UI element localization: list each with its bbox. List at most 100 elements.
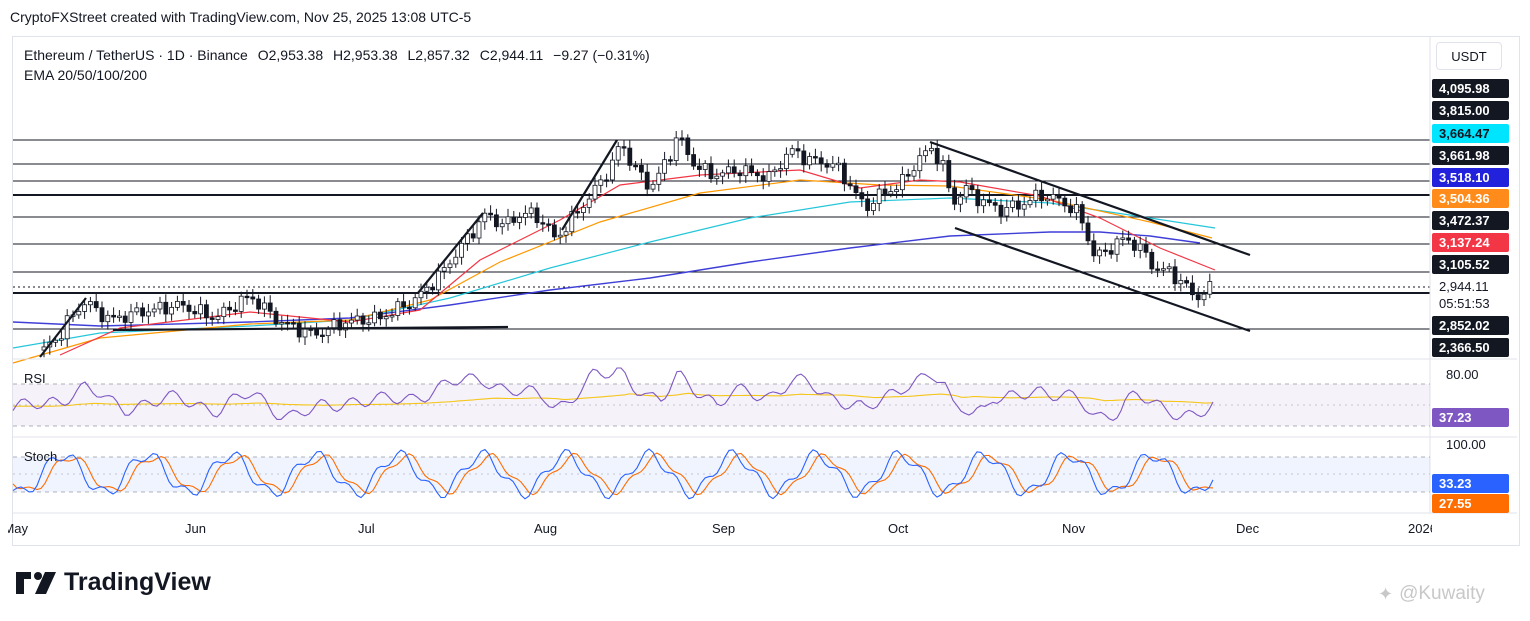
candle-body <box>644 171 650 190</box>
symbol-name[interactable]: Ethereum / TetherUS · 1D · Binance <box>24 47 248 63</box>
trendline <box>39 297 87 358</box>
candle-body <box>169 306 175 315</box>
candle-body <box>1068 205 1073 214</box>
candle-body <box>569 211 575 233</box>
ohlc-change: −9.27 (−0.31%) <box>553 47 650 63</box>
price-label: 3,137.24 <box>1432 233 1509 252</box>
candle-body <box>876 188 882 204</box>
candle-body <box>992 202 998 206</box>
candle-body <box>1091 240 1097 257</box>
chart-credit: CryptoFXStreet created with TradingView.… <box>10 9 472 25</box>
ema100-line <box>12 197 1216 349</box>
candle-body <box>88 301 93 306</box>
candle-body <box>598 179 604 186</box>
candle-body <box>726 166 731 174</box>
candle-body <box>180 301 186 306</box>
candle-body <box>244 295 250 299</box>
candle-body <box>1161 268 1166 271</box>
candle-body <box>1039 189 1044 202</box>
candle-body <box>99 307 105 323</box>
candle-body <box>1172 266 1178 285</box>
candle-body <box>59 338 64 341</box>
candle-body <box>610 159 615 181</box>
candle-body <box>186 304 192 312</box>
month-label: Aug <box>534 521 558 536</box>
candle-body <box>1027 200 1033 206</box>
candle-body <box>627 147 633 166</box>
candle-body <box>720 172 725 177</box>
candle-body <box>975 189 981 207</box>
candle-body <box>1120 237 1126 240</box>
candle-body <box>702 163 708 170</box>
candle-body <box>534 207 540 224</box>
candle-body <box>134 307 140 313</box>
candle-body <box>424 286 430 292</box>
candle-body <box>151 308 157 313</box>
candle-body <box>499 223 505 228</box>
candle-body <box>697 165 702 170</box>
stoch-k-line <box>12 448 1214 500</box>
watermark-text: @Kuwaity <box>1399 583 1485 604</box>
candle-body <box>586 198 592 208</box>
candle-body <box>615 146 621 161</box>
candle-body <box>105 314 111 323</box>
candle-body <box>760 175 766 182</box>
candle-body <box>789 148 795 155</box>
rsi-ma-line <box>13 392 1214 407</box>
candle-body <box>470 233 476 239</box>
price-label: 3,815.00 <box>1432 101 1509 120</box>
ohlc-high: H2,953.38 <box>333 47 398 63</box>
candle-body <box>198 304 204 315</box>
candle-body <box>453 256 459 265</box>
candle-body <box>743 165 749 177</box>
candle-body <box>952 187 957 205</box>
candle-body <box>1137 243 1143 251</box>
candle-body <box>285 322 291 325</box>
candle-body <box>685 137 691 155</box>
candle-body <box>946 160 952 189</box>
candle-body <box>557 234 563 238</box>
chart-frame <box>12 36 1520 546</box>
month-label: Sep <box>712 521 736 536</box>
candle-body <box>859 192 865 200</box>
candle-body <box>847 183 853 187</box>
rsi-title[interactable]: RSI <box>24 371 46 386</box>
trendline <box>417 212 484 294</box>
price-label: 2,944.11 <box>1432 277 1509 296</box>
candle-body <box>372 311 378 324</box>
tradingview-logo[interactable]: TradingView <box>16 568 211 597</box>
ema-indicator-label[interactable]: EMA 20/50/100/200 <box>24 67 147 83</box>
currency-selector[interactable]: USDT <box>1436 42 1502 70</box>
candle-body <box>482 212 488 223</box>
candle-body <box>1033 189 1039 201</box>
candle-body <box>662 159 667 174</box>
candle-body <box>476 221 482 239</box>
month-label: Nov <box>1062 521 1086 536</box>
candle-body <box>76 311 82 316</box>
candle-body <box>917 155 923 172</box>
stoch-title[interactable]: Stoch <box>24 449 58 464</box>
candle-body <box>656 172 662 185</box>
candle-body <box>511 216 517 223</box>
candle-body <box>1108 250 1114 255</box>
chart-legend: Ethereum / TetherUS · 1D · Binance O2,95… <box>24 45 656 85</box>
price-label: 3,504.36 <box>1432 189 1509 208</box>
candle-body <box>296 322 302 338</box>
candle-body <box>273 310 279 325</box>
candle-body <box>894 189 899 192</box>
candle-body <box>679 137 685 140</box>
candle-body <box>1155 268 1160 271</box>
candle-body <box>830 163 836 168</box>
candle-body <box>314 329 320 336</box>
candle-body <box>929 147 934 152</box>
candle-body <box>836 162 841 166</box>
candle-body <box>784 153 789 169</box>
candle-body <box>1085 222 1091 242</box>
candle-body <box>1103 249 1108 252</box>
trendline <box>112 325 509 332</box>
candle-body <box>1114 238 1120 255</box>
candle-body <box>1190 282 1195 296</box>
candle-body <box>302 328 308 338</box>
candle-body <box>412 297 418 309</box>
